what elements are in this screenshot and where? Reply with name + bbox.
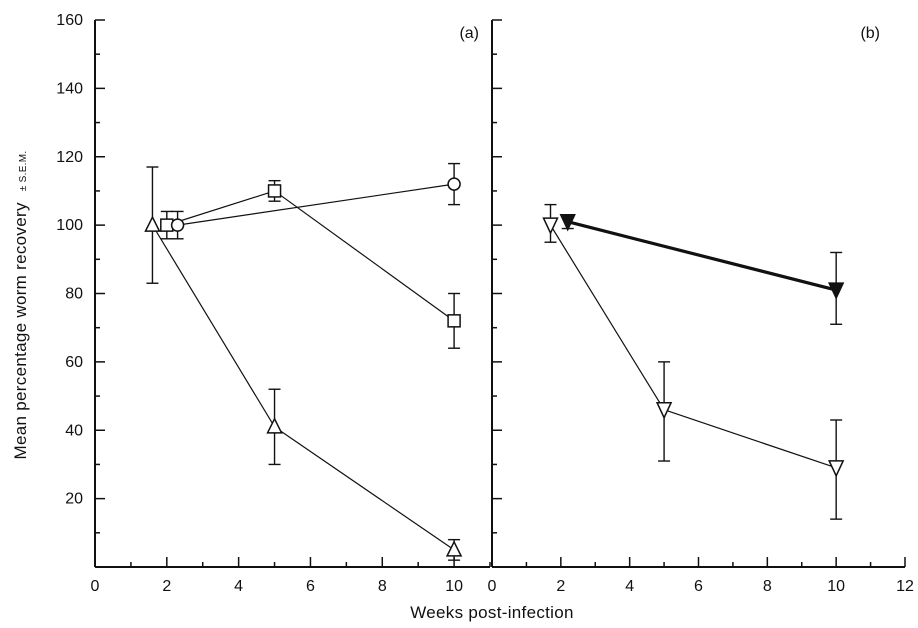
series-line <box>663 409 837 469</box>
series-square <box>160 179 461 349</box>
y-tick-label: 120 <box>56 149 83 166</box>
x-axis-title: Weeks post-infection <box>410 603 573 622</box>
data-point-triangle-down <box>542 217 559 235</box>
series-line <box>274 426 455 551</box>
data-point-triangle-up <box>445 540 463 557</box>
series-line <box>549 224 665 411</box>
y-axis-title: Mean percentage worm recovery ± S.E.M. <box>11 151 30 460</box>
panel-label: (b) <box>860 25 880 42</box>
series-triangle-down <box>542 203 845 520</box>
data-point-triangle-down <box>827 282 845 300</box>
series-line <box>151 224 276 428</box>
y-tick-label: 100 <box>56 217 83 234</box>
y-tick-label: 80 <box>65 286 83 303</box>
x-tick-label: 10 <box>445 578 463 595</box>
data-point-triangle-down <box>655 401 673 420</box>
data-point-square <box>447 314 461 328</box>
panel-b: 0 2 4 6 8 10 12 (b) <box>488 19 914 595</box>
data-point-triangle-up <box>144 215 161 232</box>
series-line <box>177 183 455 226</box>
x-tick-label: 6 <box>306 578 315 595</box>
x-tick-label: 2 <box>556 578 565 595</box>
series-circle <box>170 162 461 240</box>
data-point-circle <box>170 218 185 232</box>
series-triangle-up <box>144 166 463 561</box>
series-triangle-down <box>559 213 845 325</box>
data-point-square <box>267 184 282 198</box>
x-tick-label: 6 <box>694 578 703 595</box>
x-tick-label: 8 <box>763 578 772 595</box>
data-point-circle <box>447 177 461 191</box>
x-tick-label: 10 <box>827 578 845 595</box>
y-axis-title-sem: ± S.E.M. <box>18 151 29 192</box>
y-tick-label: 20 <box>65 491 83 508</box>
x-tick-label: 4 <box>625 578 634 595</box>
y-tick-label: 40 <box>65 422 83 439</box>
series-line <box>274 190 455 322</box>
panel-label: (a) <box>459 25 479 42</box>
x-tick-label: 4 <box>234 578 243 595</box>
panel-a: 20 40 60 80 100 120 140 160 0 2 4 6 8 10 (a) <box>56 12 491 595</box>
series-line <box>166 190 275 226</box>
y-tick-label: 160 <box>56 12 83 29</box>
x-tick-label: 0 <box>488 578 497 595</box>
y-axis-title-main: Mean percentage worm recovery <box>11 202 30 459</box>
series-line <box>567 220 837 292</box>
y-tick-label: 60 <box>65 354 83 371</box>
x-tick-label: 8 <box>378 578 387 595</box>
x-tick-label: 2 <box>162 578 171 595</box>
data-point-triangle-up <box>266 417 283 434</box>
data-point-triangle-down <box>559 213 576 232</box>
x-tick-label: 0 <box>91 578 100 595</box>
y-tick-label: 140 <box>56 80 83 97</box>
data-point-triangle-down <box>827 460 845 478</box>
x-tick-label: 12 <box>896 578 914 595</box>
